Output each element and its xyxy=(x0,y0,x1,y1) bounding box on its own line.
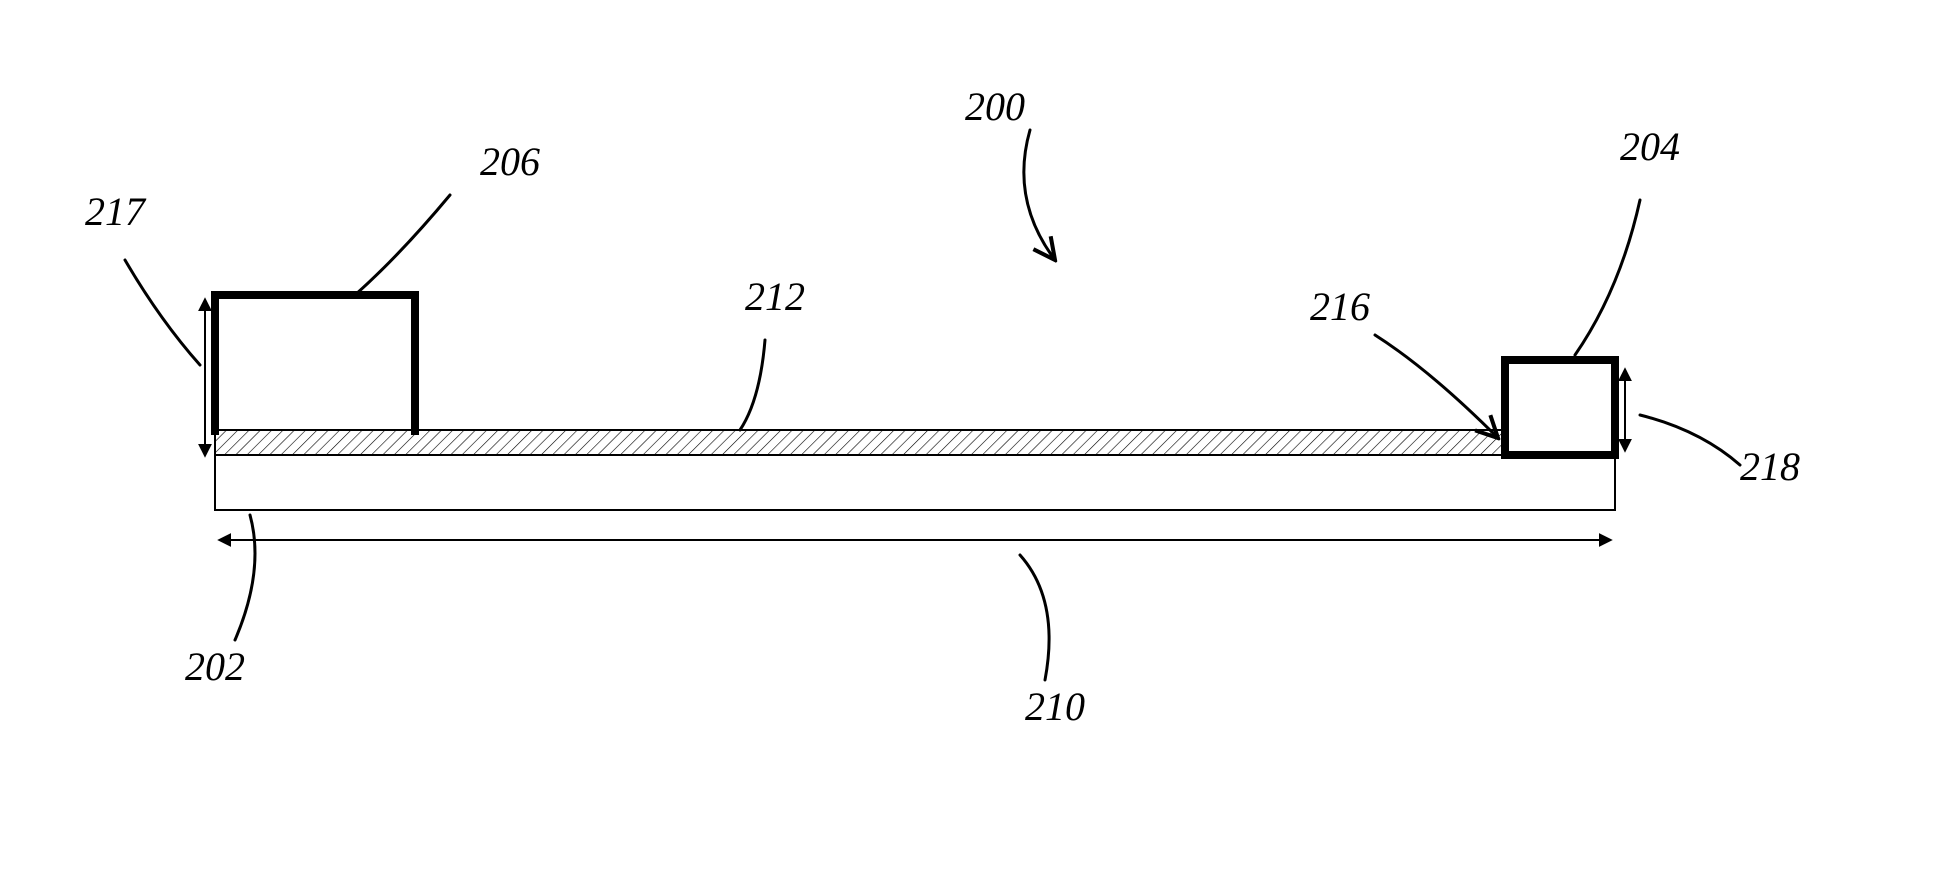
label-218: 218 xyxy=(1740,444,1800,489)
leader-218 xyxy=(1640,415,1740,465)
leader-212 xyxy=(740,340,765,430)
leader-210 xyxy=(1020,555,1049,680)
hatched-strip-212 xyxy=(215,430,1505,455)
label-212: 212 xyxy=(745,274,805,319)
leader-200 xyxy=(1024,130,1055,260)
leader-204 xyxy=(1575,200,1640,355)
label-204: 204 xyxy=(1620,124,1680,169)
leader-216 xyxy=(1375,335,1498,438)
leader-217 xyxy=(125,260,200,365)
label-206: 206 xyxy=(480,139,540,184)
label-217: 217 xyxy=(85,189,147,234)
label-210: 210 xyxy=(1025,684,1085,729)
box-206 xyxy=(215,295,415,435)
label-202: 202 xyxy=(185,644,245,689)
box-204 xyxy=(1505,360,1615,455)
substrate-202 xyxy=(215,455,1615,510)
leader-202 xyxy=(235,515,255,640)
leader-206 xyxy=(355,195,450,295)
label-200: 200 xyxy=(965,84,1025,129)
label-216: 216 xyxy=(1310,284,1370,329)
